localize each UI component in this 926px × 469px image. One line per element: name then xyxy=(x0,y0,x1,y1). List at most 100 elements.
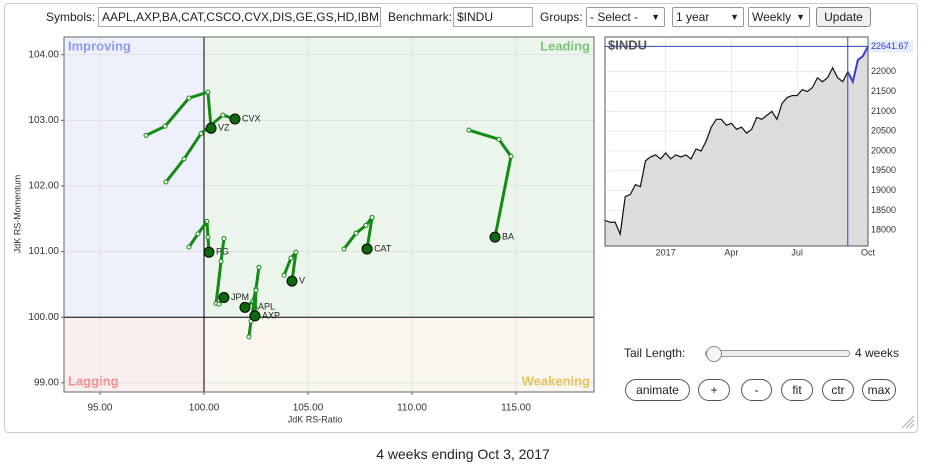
y-tick-label: 102.00 xyxy=(28,181,59,192)
symbol-label: VZ xyxy=(218,123,230,133)
symbol-label: V xyxy=(299,275,305,285)
y-tick-label: 20500 xyxy=(871,126,896,136)
plot-frame xyxy=(604,36,869,247)
y-tick-label: 18500 xyxy=(871,205,896,215)
symbols-input[interactable]: AAPL,AXP,BA,CAT,CSCO,CVX,DIS,GE,GS,HD,IB… xyxy=(98,7,381,27)
tail-point xyxy=(181,156,187,162)
head-point xyxy=(205,122,217,134)
x-tick-label: Oct xyxy=(861,247,876,257)
x-tick-label: 2017 xyxy=(656,247,676,257)
groups-value: - Select - xyxy=(590,10,639,24)
symbol-label: CVX xyxy=(242,113,261,123)
plot-frame xyxy=(63,36,595,393)
price-line xyxy=(604,66,849,237)
quadrant xyxy=(64,317,204,392)
frequency-select[interactable]: Weekly ▼ xyxy=(748,7,810,27)
y-tick-label: 99.00 xyxy=(34,377,59,388)
tail-point xyxy=(341,246,347,252)
x-tick-label: 115.00 xyxy=(501,403,531,414)
symbols-label: Symbols: xyxy=(46,10,96,24)
quadrant-label: Leading xyxy=(540,38,590,53)
dropdown-arrow: ▼ xyxy=(651,12,660,22)
control-button[interactable]: - xyxy=(741,379,772,401)
y-axis-label: JdK RS-Momentum xyxy=(12,175,22,254)
quadrant-label: Improving xyxy=(68,38,131,53)
tail xyxy=(282,250,298,283)
groups-select[interactable]: - Select - ▼ xyxy=(586,7,665,27)
control-button[interactable]: ctr xyxy=(822,379,854,401)
y-tick-label: 21000 xyxy=(871,106,896,116)
tail-point xyxy=(205,89,211,95)
period-value: 1 year xyxy=(676,10,710,24)
y-tick-label: 104.00 xyxy=(28,49,59,60)
quadrant xyxy=(64,37,204,318)
tail-length-value: 4 weeks xyxy=(855,346,900,360)
tail-point xyxy=(369,214,375,220)
y-tick-label: 100.00 xyxy=(28,312,59,323)
x-axis-label: JdK RS-Ratio xyxy=(288,414,343,424)
tail-point xyxy=(162,123,168,129)
tail-point xyxy=(163,179,169,185)
last-value-badge xyxy=(869,40,913,53)
y-tick-label: 22000 xyxy=(871,66,896,76)
head-point xyxy=(218,292,230,304)
panel xyxy=(4,3,918,433)
tail-point xyxy=(198,130,204,136)
x-tick-label: Apr xyxy=(724,247,738,257)
price-line xyxy=(846,45,869,85)
control-button[interactable]: + xyxy=(698,379,730,401)
quadrant-label: Lagging xyxy=(68,373,119,388)
symbol-label: AAPL xyxy=(252,302,275,312)
head-point xyxy=(249,310,261,322)
control-button[interactable]: fit xyxy=(781,379,813,401)
update-button[interactable]: Update xyxy=(816,7,871,27)
tail xyxy=(467,128,513,239)
tail-point xyxy=(496,136,502,142)
control-button[interactable]: max xyxy=(862,379,896,401)
control-button[interactable]: animate xyxy=(625,379,690,401)
tail-length-label: Tail Length: xyxy=(624,346,686,360)
tail-point xyxy=(363,222,369,228)
tail-point xyxy=(256,264,262,270)
head-point xyxy=(229,113,241,125)
tail-point xyxy=(293,249,299,255)
slider-knob[interactable] xyxy=(706,346,722,362)
x-tick-label: 100.00 xyxy=(189,403,220,414)
head-point xyxy=(361,243,373,255)
benchmark-input[interactable]: $INDU xyxy=(453,7,533,27)
symbol-label: BA xyxy=(502,232,514,242)
last-value-label: 22641.67 xyxy=(871,41,909,51)
x-tick-label: 105.00 xyxy=(293,403,324,414)
tail-point xyxy=(220,112,226,118)
tail-point xyxy=(221,235,227,241)
y-tick-label: 19000 xyxy=(871,185,896,195)
resize-grip[interactable] xyxy=(901,415,915,429)
tail-point xyxy=(353,230,359,236)
tail-point xyxy=(466,127,472,133)
frequency-value: Weekly xyxy=(752,10,792,24)
y-tick-label: 18000 xyxy=(871,225,896,235)
tail-point xyxy=(186,244,192,250)
groups-label: Groups: xyxy=(540,10,583,24)
head-point xyxy=(489,231,501,243)
tail xyxy=(247,288,258,339)
y-tick-label: 20000 xyxy=(871,145,896,155)
dropdown-arrow: ▼ xyxy=(796,12,805,22)
x-tick-label: 95.00 xyxy=(87,403,112,414)
tail-point xyxy=(186,95,192,101)
tail-point xyxy=(205,234,211,240)
period-select[interactable]: 1 year ▼ xyxy=(672,7,744,27)
tail-point xyxy=(143,132,149,138)
tail-point xyxy=(288,255,294,261)
tail-point xyxy=(253,287,259,293)
quadrant xyxy=(203,317,594,392)
y-tick-label: 21500 xyxy=(871,86,896,96)
symbol-label: JPM xyxy=(231,292,249,302)
benchmark-label: Benchmark: xyxy=(388,10,453,24)
quadrant xyxy=(203,37,594,318)
tail-point xyxy=(246,334,252,340)
tail-slider[interactable] xyxy=(705,350,850,357)
y-tick-label: 19500 xyxy=(871,165,896,175)
tail-point xyxy=(204,218,210,224)
y-tick-label: 103.00 xyxy=(28,115,59,126)
